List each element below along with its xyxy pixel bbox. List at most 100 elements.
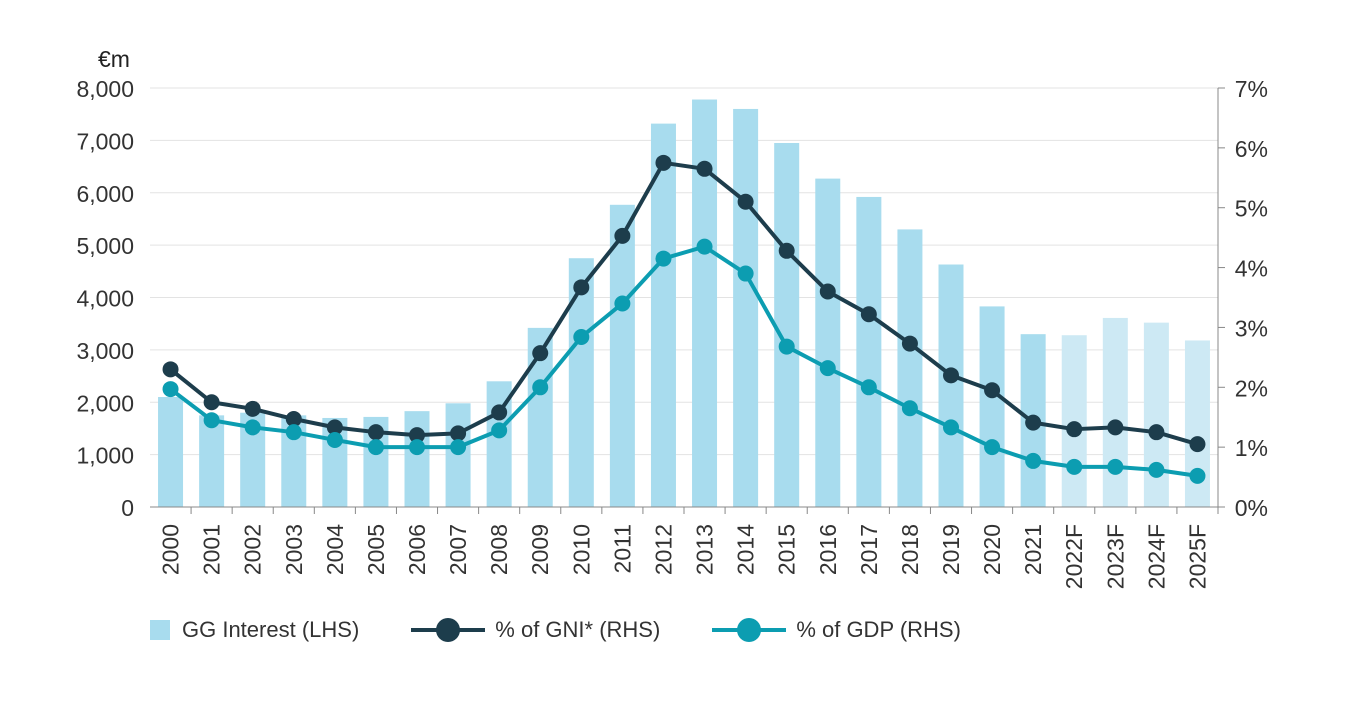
point-gni xyxy=(778,242,795,259)
x-tick-label: 2015 xyxy=(774,524,800,575)
left-tick-label: 0 xyxy=(121,495,134,521)
point-gni xyxy=(1107,419,1124,436)
point-gni xyxy=(162,361,179,378)
bar-gg-interest xyxy=(692,99,718,508)
point-gdp xyxy=(614,295,631,312)
right-tick-label: 3% xyxy=(1235,315,1268,341)
point-gdp xyxy=(696,238,713,255)
bar-gg-interest xyxy=(897,229,923,507)
x-tick-label: 2020 xyxy=(979,524,1005,575)
point-gni xyxy=(450,425,467,442)
right-tick-label: 2% xyxy=(1235,375,1268,401)
x-tick-label: 2004 xyxy=(322,524,348,575)
x-tick-label: 2016 xyxy=(815,524,841,575)
bar-gg-interest xyxy=(568,258,594,507)
right-tick-label: 6% xyxy=(1235,136,1268,162)
bar-gg-interest xyxy=(733,108,759,507)
bar-gg-interest xyxy=(1061,335,1087,507)
point-gni xyxy=(1025,414,1042,431)
x-tick-label: 2009 xyxy=(527,524,553,575)
legend-bar-swatch xyxy=(150,620,170,640)
point-gdp xyxy=(450,439,467,456)
left-tick-label: 1,000 xyxy=(76,443,134,469)
right-tick-label: 0% xyxy=(1235,495,1268,521)
legend-label-gni: % of GNI* (RHS) xyxy=(495,617,661,642)
point-gdp xyxy=(984,439,1001,456)
point-gdp xyxy=(326,431,343,448)
point-gdp xyxy=(244,419,261,436)
x-tick-label: 2006 xyxy=(404,524,430,575)
x-tick-label: 2014 xyxy=(733,524,759,575)
axes: 0 1,000 2,000 3,000 4,000 5,000 6,000 7,000 8,00… xyxy=(76,76,1268,589)
bar-gg-interest xyxy=(774,142,800,507)
left-tick-label: 2,000 xyxy=(76,390,134,416)
bar-gg-interest xyxy=(856,196,882,507)
bar-gg-interest xyxy=(158,397,184,507)
point-gni xyxy=(244,400,261,417)
x-tick-label: 2001 xyxy=(199,524,225,575)
point-gni xyxy=(532,345,549,362)
point-gdp xyxy=(819,360,836,377)
point-gdp xyxy=(532,379,549,396)
x-tick-label: 2000 xyxy=(158,524,184,575)
point-gdp xyxy=(1148,461,1165,478)
point-gdp xyxy=(860,379,877,396)
x-tick-label: 2024F xyxy=(1143,524,1169,589)
x-tick-label: 2003 xyxy=(281,524,307,575)
x-tick-label: 2005 xyxy=(363,524,389,575)
bar-gg-interest xyxy=(609,204,635,507)
x-tick-label: 2021 xyxy=(1020,524,1046,575)
point-gni xyxy=(819,283,836,300)
bar-gg-interest xyxy=(404,411,430,507)
legend-line-swatch-gdp xyxy=(712,615,787,645)
right-tick-label: 4% xyxy=(1235,256,1268,282)
bar-series xyxy=(158,99,1210,508)
point-gdp xyxy=(573,329,590,346)
bar-gg-interest xyxy=(815,178,841,507)
legend-label-gdp: % of GDP (RHS) xyxy=(796,617,961,642)
point-gni xyxy=(203,394,220,411)
point-gni xyxy=(943,367,959,384)
x-tick-label: 2012 xyxy=(650,524,676,575)
point-gni xyxy=(1189,436,1206,453)
point-gni xyxy=(1148,424,1165,441)
left-tick-label: 3,000 xyxy=(76,338,134,364)
left-tick-label: 4,000 xyxy=(76,286,134,312)
point-gdp xyxy=(943,419,959,436)
point-gni xyxy=(573,279,590,296)
point-gni xyxy=(367,424,384,441)
left-tick-label: 5,000 xyxy=(76,233,134,259)
point-gni xyxy=(285,411,302,428)
bar-gg-interest xyxy=(979,306,1005,507)
point-gdp xyxy=(203,412,220,429)
point-gdp xyxy=(1107,458,1124,475)
point-gdp xyxy=(367,439,384,456)
point-gni xyxy=(409,427,425,444)
x-tick-label: 2013 xyxy=(692,524,718,575)
point-gdp xyxy=(409,439,425,456)
point-gdp xyxy=(778,338,795,355)
point-gdp xyxy=(655,250,672,267)
x-tick-label: 2008 xyxy=(486,524,512,575)
x-tick-label: 2011 xyxy=(609,524,635,573)
line-series xyxy=(162,154,1206,484)
legend-item-gni: % of GNI* (RHS) xyxy=(411,615,660,645)
point-gni xyxy=(737,193,754,210)
legend-item-gg-interest: GG Interest (LHS) xyxy=(150,617,359,643)
point-gdp xyxy=(491,422,508,439)
point-gdp xyxy=(1025,452,1042,469)
point-gni xyxy=(1066,421,1083,438)
bar-gg-interest xyxy=(650,123,676,508)
point-gni xyxy=(901,335,918,352)
x-tick-label: 2007 xyxy=(445,524,471,575)
x-tick-label: 2022F xyxy=(1061,524,1087,589)
point-gni xyxy=(491,404,508,421)
point-gni xyxy=(326,419,343,436)
point-gni xyxy=(984,382,1001,399)
gridlines xyxy=(150,87,1218,456)
legend-item-gdp: % of GDP (RHS) xyxy=(712,615,961,645)
bar-gg-interest xyxy=(445,403,471,507)
x-tick-label: 2018 xyxy=(897,524,923,575)
x-tick-label: 2019 xyxy=(938,524,964,575)
left-tick-label: 6,000 xyxy=(76,181,134,207)
